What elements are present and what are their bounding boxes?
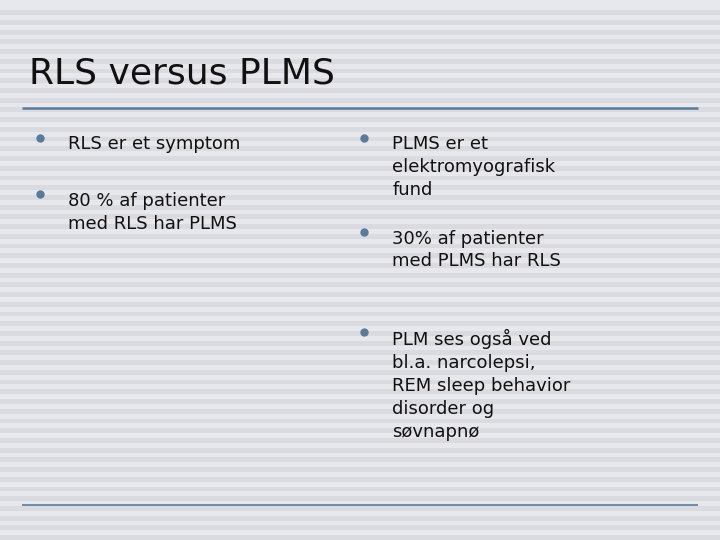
FancyBboxPatch shape	[0, 321, 720, 326]
FancyBboxPatch shape	[0, 282, 720, 287]
FancyBboxPatch shape	[0, 516, 720, 521]
FancyBboxPatch shape	[0, 156, 720, 161]
FancyBboxPatch shape	[0, 176, 720, 180]
FancyBboxPatch shape	[0, 107, 720, 112]
FancyBboxPatch shape	[0, 380, 720, 384]
FancyBboxPatch shape	[0, 30, 720, 35]
Text: RLS er et symptom: RLS er et symptom	[68, 135, 240, 153]
FancyBboxPatch shape	[0, 496, 720, 501]
FancyBboxPatch shape	[0, 331, 720, 336]
FancyBboxPatch shape	[0, 224, 720, 229]
FancyBboxPatch shape	[0, 457, 720, 462]
FancyBboxPatch shape	[0, 59, 720, 64]
FancyBboxPatch shape	[0, 146, 720, 151]
FancyBboxPatch shape	[0, 185, 720, 190]
FancyBboxPatch shape	[0, 205, 720, 210]
FancyBboxPatch shape	[0, 20, 720, 25]
FancyBboxPatch shape	[0, 78, 720, 83]
FancyBboxPatch shape	[0, 39, 720, 44]
FancyBboxPatch shape	[0, 428, 720, 433]
FancyBboxPatch shape	[0, 448, 720, 453]
Text: 80 % af patienter
med RLS har PLMS: 80 % af patienter med RLS har PLMS	[68, 192, 238, 233]
FancyBboxPatch shape	[0, 292, 720, 297]
FancyBboxPatch shape	[0, 263, 720, 268]
FancyBboxPatch shape	[0, 137, 720, 141]
Text: PLM ses også ved
bl.a. narcolepsi,
REM sleep behavior
disorder og
søvnapnø: PLM ses også ved bl.a. narcolepsi, REM s…	[392, 329, 571, 441]
FancyBboxPatch shape	[0, 418, 720, 423]
FancyBboxPatch shape	[0, 195, 720, 200]
FancyBboxPatch shape	[0, 98, 720, 103]
FancyBboxPatch shape	[0, 273, 720, 278]
FancyBboxPatch shape	[0, 117, 720, 122]
FancyBboxPatch shape	[0, 253, 720, 258]
FancyBboxPatch shape	[0, 88, 720, 93]
FancyBboxPatch shape	[0, 341, 720, 346]
FancyBboxPatch shape	[0, 370, 720, 375]
FancyBboxPatch shape	[0, 360, 720, 365]
FancyBboxPatch shape	[0, 312, 720, 316]
FancyBboxPatch shape	[0, 234, 720, 239]
FancyBboxPatch shape	[0, 166, 720, 171]
FancyBboxPatch shape	[0, 409, 720, 414]
FancyBboxPatch shape	[0, 535, 720, 540]
FancyBboxPatch shape	[0, 214, 720, 219]
FancyBboxPatch shape	[0, 506, 720, 511]
FancyBboxPatch shape	[0, 399, 720, 404]
FancyBboxPatch shape	[0, 477, 720, 482]
FancyBboxPatch shape	[0, 438, 720, 443]
FancyBboxPatch shape	[0, 127, 720, 132]
Text: 30% af patienter
med PLMS har RLS: 30% af patienter med PLMS har RLS	[392, 230, 562, 271]
FancyBboxPatch shape	[0, 302, 720, 307]
FancyBboxPatch shape	[0, 487, 720, 491]
FancyBboxPatch shape	[0, 69, 720, 73]
Text: RLS versus PLMS: RLS versus PLMS	[29, 57, 335, 91]
FancyBboxPatch shape	[0, 49, 720, 54]
FancyBboxPatch shape	[0, 350, 720, 355]
FancyBboxPatch shape	[0, 389, 720, 394]
FancyBboxPatch shape	[0, 10, 720, 15]
FancyBboxPatch shape	[0, 525, 720, 530]
FancyBboxPatch shape	[0, 244, 720, 248]
Text: PLMS er et
elektromyografisk
fund: PLMS er et elektromyografisk fund	[392, 135, 556, 199]
FancyBboxPatch shape	[0, 467, 720, 472]
